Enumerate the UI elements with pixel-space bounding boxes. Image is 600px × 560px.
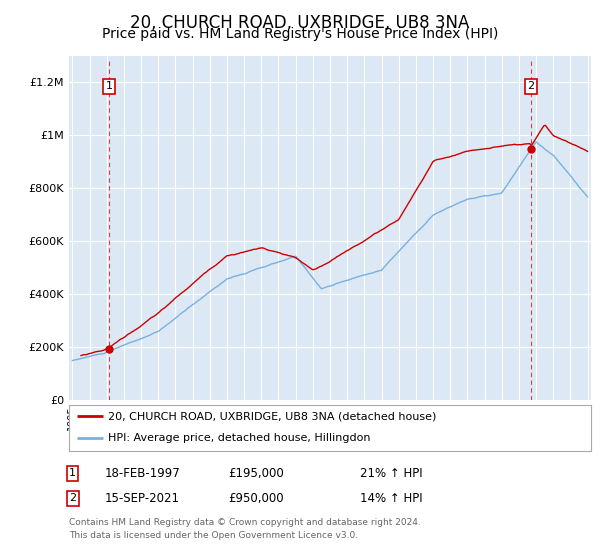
Text: 20, CHURCH ROAD, UXBRIDGE, UB8 3NA: 20, CHURCH ROAD, UXBRIDGE, UB8 3NA bbox=[130, 14, 470, 32]
Text: £950,000: £950,000 bbox=[228, 492, 284, 505]
Text: HPI: Average price, detached house, Hillingdon: HPI: Average price, detached house, Hill… bbox=[108, 433, 371, 443]
Text: £195,000: £195,000 bbox=[228, 466, 284, 480]
Text: This data is licensed under the Open Government Licence v3.0.: This data is licensed under the Open Gov… bbox=[69, 531, 358, 540]
Text: 15-SEP-2021: 15-SEP-2021 bbox=[105, 492, 180, 505]
Text: 2: 2 bbox=[69, 493, 76, 503]
Text: 21% ↑ HPI: 21% ↑ HPI bbox=[360, 466, 422, 480]
Text: 20, CHURCH ROAD, UXBRIDGE, UB8 3NA (detached house): 20, CHURCH ROAD, UXBRIDGE, UB8 3NA (deta… bbox=[108, 412, 437, 421]
Text: 18-FEB-1997: 18-FEB-1997 bbox=[105, 466, 181, 480]
Text: 1: 1 bbox=[69, 468, 76, 478]
Text: Contains HM Land Registry data © Crown copyright and database right 2024.: Contains HM Land Registry data © Crown c… bbox=[69, 519, 421, 528]
Text: 14% ↑ HPI: 14% ↑ HPI bbox=[360, 492, 422, 505]
Text: Price paid vs. HM Land Registry's House Price Index (HPI): Price paid vs. HM Land Registry's House … bbox=[102, 27, 498, 41]
Text: 2: 2 bbox=[527, 81, 535, 91]
Text: 1: 1 bbox=[106, 81, 112, 91]
